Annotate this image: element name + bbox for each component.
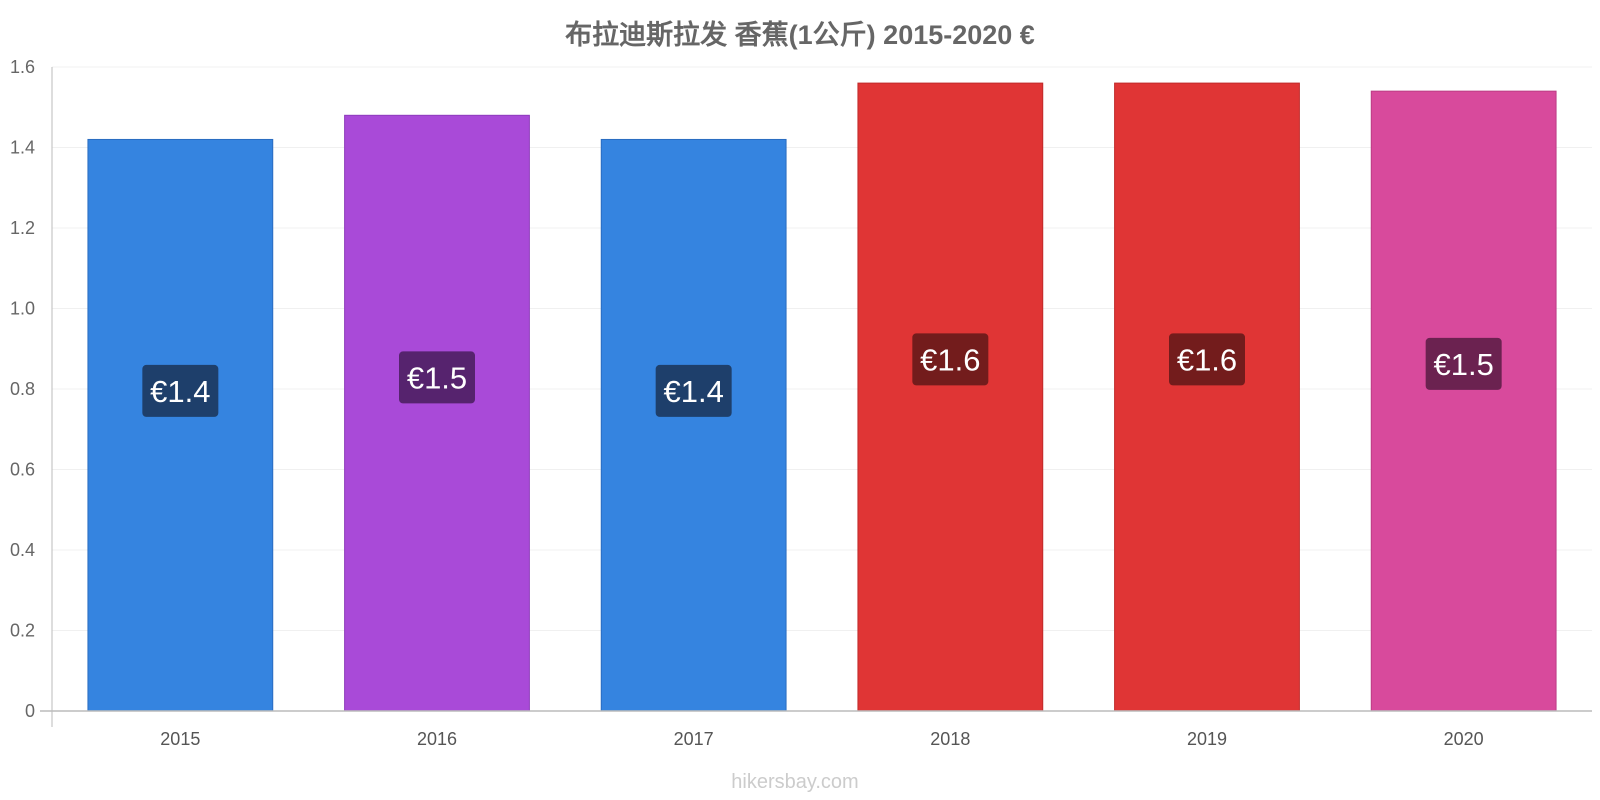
bar-2019 [1114, 82, 1300, 712]
data-label-box [912, 333, 989, 386]
x-axis-ticks: 2015 2016 2017 2018 2019 2020 [160, 729, 1483, 749]
y-tick-label: 1.4 [10, 138, 35, 158]
data-label: €1.5 [407, 360, 467, 395]
bar-2016 [344, 114, 530, 712]
bar-2020 [1370, 90, 1557, 712]
y-tick-label: 1.0 [10, 299, 35, 319]
data-label: €1.4 [663, 374, 723, 409]
data-label: €1.6 [920, 342, 980, 377]
x-tick-label: 2015 [160, 729, 200, 749]
data-label-box [1169, 333, 1245, 386]
bar-2015 [87, 138, 274, 712]
x-tick-label: 2019 [1187, 729, 1227, 749]
y-tick-label: 0 [25, 701, 35, 721]
x-tick-label: 2020 [1444, 729, 1484, 749]
data-label-box [399, 351, 475, 404]
data-label-box [655, 364, 732, 417]
data-label-box [142, 364, 219, 417]
data-label: €1.6 [1177, 342, 1237, 377]
y-tick-label: 0.4 [10, 540, 35, 560]
chart-title: 布拉迪斯拉发 香蕉(1公斤) 2015-2020 € [565, 19, 1035, 50]
data-label-box [1425, 337, 1502, 390]
bar-2018 [857, 82, 1044, 712]
data-label: €1.4 [150, 374, 210, 409]
x-tick-label: 2017 [674, 729, 714, 749]
data-labels: €1.4 €1.5 €1.4 €1.6 €1.6 €1.5 [142, 333, 1502, 417]
y-tick-label: 0.8 [10, 379, 35, 399]
y-tick-label: 1.2 [10, 218, 35, 238]
data-label: €1.5 [1433, 347, 1493, 382]
bars [87, 82, 1557, 712]
x-tick-label: 2016 [417, 729, 457, 749]
gridlines [52, 66, 1592, 631]
watermark: hikersbay.com [731, 771, 858, 793]
y-tick-label: 1.6 [10, 57, 35, 77]
y-tick-label: 0.6 [10, 460, 35, 480]
y-axis-ticks: 0 0.2 0.4 0.6 0.8 1.0 1.2 1.4 1.6 [10, 57, 35, 721]
x-tick-label: 2018 [930, 729, 970, 749]
y-tick-label: 0.2 [10, 621, 35, 641]
bar-2017 [600, 138, 787, 712]
